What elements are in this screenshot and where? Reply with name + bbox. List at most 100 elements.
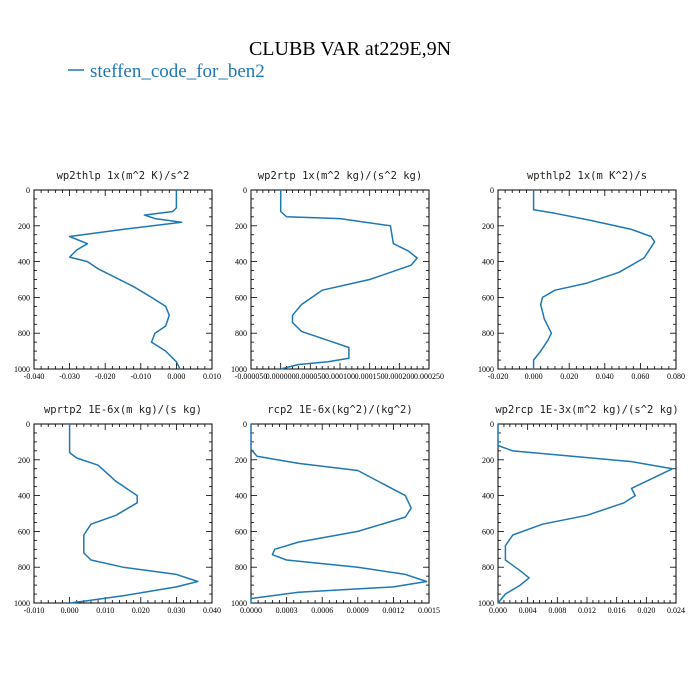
subplot-title: wp2thlp 1x(m^2 K)/s^2: [57, 170, 190, 182]
y-tick-label: 200: [235, 456, 247, 465]
y-tick-label: 1000: [14, 365, 30, 374]
x-tick-label: 0.0003: [276, 606, 298, 615]
y-tick-label: 800: [18, 563, 30, 572]
x-tick-label: 0.000: [167, 372, 185, 381]
x-tick-label: 0.000100: [325, 372, 355, 381]
x-tick-label: 0.020: [560, 372, 578, 381]
x-tick-label: 0.000150: [355, 372, 385, 381]
series-line: [279, 190, 418, 370]
y-tick-label: 600: [235, 527, 247, 536]
y-tick-label: 600: [482, 293, 494, 302]
y-tick-label: 0: [243, 186, 247, 195]
y-tick-label: 1000: [231, 599, 247, 608]
x-tick-label: 0.010: [203, 372, 221, 381]
y-tick-label: 800: [235, 563, 247, 572]
plot-frame: [33, 423, 213, 604]
x-tick-label: 0.000250: [414, 372, 444, 381]
y-tick-label: 400: [482, 258, 494, 267]
figure-title: CLUBB VAR at229E,9N: [249, 38, 451, 60]
y-tick-label: 0: [26, 420, 30, 429]
y-tick-label: 800: [482, 329, 494, 338]
series-line: [68, 190, 183, 370]
y-tick-label: 800: [18, 329, 30, 338]
x-tick-label: 0.024: [667, 606, 685, 615]
y-tick-label: 400: [235, 492, 247, 501]
plot-frame: [33, 189, 213, 370]
panel-grid: wp2thlp 1x(m^2 K)/s^2 -0.040 -0.030 -0.020 -…: [14, 170, 685, 615]
y-tick-label: 0: [490, 186, 494, 195]
series-line: [532, 190, 656, 369]
x-tick-label: 0.000: [489, 606, 507, 615]
plot-frame: [497, 423, 677, 604]
y-tick-label: 400: [235, 258, 247, 267]
y-tick-label: 800: [235, 329, 247, 338]
y-tick-label: 200: [18, 222, 30, 231]
x-tick-label: 0.0009: [347, 606, 369, 615]
series-line: [250, 424, 428, 603]
x-tick-label: -0.000050: [235, 372, 268, 381]
y-tick-label: 200: [235, 222, 247, 231]
y-tick-label: 200: [18, 456, 30, 465]
x-tick-label: -0.020: [95, 372, 116, 381]
x-tick-label: 0.016: [608, 606, 626, 615]
subplot-title: wprtp2 1E-6x(m kg)/(s kg): [44, 404, 202, 416]
y-tick-label: 1000: [478, 599, 494, 608]
legend: steffen_code_for_ben2: [68, 61, 265, 82]
subplot-6: wp2rcp 1E-3x(m^2 kg)/(s^2 kg) 0.000 0.004 0…: [478, 404, 685, 615]
subplot-4: wprtp2 1E-6x(m kg)/(s kg) -0.010 0.000 0.01…: [14, 404, 221, 615]
y-tick-label: 0: [243, 420, 247, 429]
x-tick-label: 0.000200: [384, 372, 414, 381]
plot-frame: [250, 189, 430, 370]
x-tick-label: 0.030: [167, 606, 185, 615]
x-tick-label: 0.004: [519, 606, 537, 615]
plot-frame: [497, 189, 677, 370]
subplot-title: wpthlp2 1x(m K^2)/s: [527, 170, 647, 182]
x-tick-label: 0.020: [132, 606, 150, 615]
x-tick-label: 0.020: [637, 606, 655, 615]
x-tick-label: 0.0012: [382, 606, 404, 615]
y-tick-label: 400: [18, 258, 30, 267]
x-tick-label: 0.008: [548, 606, 566, 615]
subplot-5: rcp2 1E-6x(kg^2)/(kg^2) 0.0000 0.0003 0.000…: [231, 404, 440, 615]
y-tick-label: 200: [482, 222, 494, 231]
y-tick-label: 200: [482, 456, 494, 465]
x-tick-label: 0.010: [96, 606, 114, 615]
x-tick-label: 0.0015: [418, 606, 440, 615]
x-tick-label: 0.0006: [311, 606, 333, 615]
x-tick-label: 0.000050: [295, 372, 325, 381]
x-tick-label: 0.0000: [240, 606, 262, 615]
y-tick-label: 600: [18, 527, 30, 536]
legend-label: steffen_code_for_ben2: [90, 61, 265, 82]
y-tick-label: 600: [235, 293, 247, 302]
y-tick-label: 600: [18, 293, 30, 302]
plot-frame: [250, 423, 430, 604]
subplot-title: rcp2 1E-6x(kg^2)/(kg^2): [267, 404, 412, 416]
x-tick-label: -0.030: [59, 372, 80, 381]
y-tick-label: 0: [490, 420, 494, 429]
y-tick-label: 800: [482, 563, 494, 572]
x-tick-label: -0.010: [130, 372, 151, 381]
x-tick-label: 0.080: [667, 372, 685, 381]
series-line: [68, 424, 199, 604]
x-tick-label: -0.010: [24, 606, 45, 615]
subplot-1: wp2thlp 1x(m^2 K)/s^2 -0.040 -0.030 -0.020 -…: [14, 170, 221, 381]
subplot-2: wp2rtp 1x(m^2 kg)/(s^2 kg)-0.0000500.000…: [231, 170, 444, 381]
subplot-title: wp2rcp 1E-3x(m^2 kg)/(s^2 kg): [495, 404, 678, 416]
subplot-title: wp2rtp 1x(m^2 kg)/(s^2 kg): [258, 170, 422, 182]
x-tick-label: 0.000000: [266, 372, 296, 381]
series-line: [497, 424, 674, 604]
y-tick-label: 1000: [231, 365, 247, 374]
y-tick-label: 0: [26, 186, 30, 195]
y-tick-label: 600: [482, 527, 494, 536]
x-tick-label: 0.000: [525, 372, 543, 381]
x-tick-label: 0.060: [631, 372, 649, 381]
y-tick-label: 1000: [14, 599, 30, 608]
x-tick-label: 0.000: [61, 606, 79, 615]
y-tick-label: 400: [18, 492, 30, 501]
subplot-3: wpthlp2 1x(m K^2)/s -0.020 0.000 0.020 0.040…: [478, 170, 685, 381]
x-tick-label: 0.040: [596, 372, 614, 381]
y-tick-label: 1000: [478, 365, 494, 374]
y-tick-label: 400: [482, 492, 494, 501]
x-tick-label: -0.020: [488, 372, 509, 381]
